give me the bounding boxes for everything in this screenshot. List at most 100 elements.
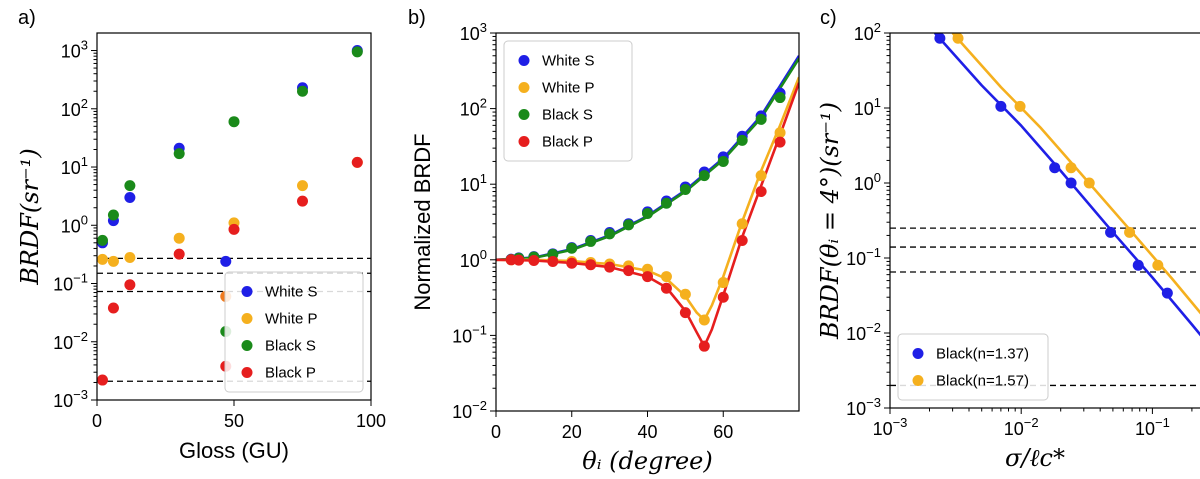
legend-marker (241, 367, 253, 378)
x-axis-label: θᵢ (degree) (582, 447, 712, 475)
data-point (995, 100, 1007, 112)
data-point (604, 228, 616, 240)
legend: White S White P Black S Black P (503, 40, 633, 162)
x-tick-label: 0 (92, 411, 102, 431)
plot-area (97, 45, 371, 386)
data-point (297, 195, 308, 207)
legend-box (897, 333, 1049, 401)
y-tick-label: 101 (854, 95, 881, 119)
data-point (660, 282, 672, 294)
legend-marker (241, 313, 253, 324)
data-point (351, 156, 363, 168)
legend-label: Black S (542, 107, 593, 124)
data-point (934, 33, 946, 44)
data-point (124, 251, 136, 263)
x-tick-label: 10−1 (1135, 415, 1170, 439)
y-tick-label: 100 (61, 212, 88, 236)
x-tick-label: 10−3 (873, 415, 908, 439)
x-tick-label: 60 (713, 422, 733, 442)
y-tick-label: 10−3 (53, 387, 88, 411)
data-point (698, 170, 710, 182)
y-tick-label: 102 (61, 96, 88, 120)
chart-panel-c: c) 10−3 10−2 10−1 10−3 10−2 10−1 100 101 102 σ/ℓc*… (816, 7, 1200, 472)
data-point (297, 85, 308, 97)
data-point (717, 291, 729, 303)
data-point (585, 235, 597, 247)
data-point (297, 180, 308, 192)
y-tick-label: 10−1 (452, 322, 487, 346)
data-point (1161, 287, 1173, 299)
data-point (736, 235, 748, 247)
legend-label: White P (265, 311, 318, 328)
legend-box (503, 40, 633, 162)
data-point (585, 259, 597, 271)
y-axis-label: Normalized BRDF (410, 133, 435, 310)
panel-label: a) (18, 7, 36, 29)
data-point (97, 253, 108, 265)
x-tick-label: 0 (491, 422, 501, 442)
legend-marker (241, 340, 253, 351)
y-axis-label: BRDF(θᵢ = 4°)(sr⁻¹) (816, 102, 844, 340)
data-point (528, 254, 540, 266)
x-tick-label: 100 (356, 411, 386, 431)
data-point (566, 257, 578, 269)
data-point (1065, 177, 1077, 189)
y-tick-label: 103 (61, 38, 88, 62)
legend-label: Black P (265, 365, 316, 382)
x-tick-label: 40 (637, 422, 657, 442)
data-point (623, 219, 635, 231)
data-point (717, 277, 729, 289)
data-point (755, 170, 767, 182)
data-point (1014, 100, 1026, 112)
y-tick-label: 100 (460, 247, 487, 271)
legend-label: Black P (542, 134, 593, 151)
data-point (173, 148, 185, 160)
legend-marker (518, 82, 530, 93)
data-point (1124, 226, 1136, 238)
data-point (698, 314, 710, 326)
data-point (623, 265, 635, 277)
fit-curve (496, 82, 799, 348)
data-point (952, 33, 964, 44)
data-point (774, 136, 786, 148)
chart-panel-a: a) 0 50 100 10−3 10−2 10−1 100 101 102 103 Gloss (G… (16, 7, 386, 463)
legend-box (224, 271, 364, 393)
data-point (679, 307, 691, 319)
y-tick-label: 10−3 (846, 395, 881, 419)
data-point (755, 113, 767, 125)
x-tick-label: 10−2 (1004, 415, 1039, 439)
y-tick-label: 103 (460, 20, 487, 44)
legend-marker (518, 136, 530, 147)
y-tick-label: 10−1 (53, 271, 88, 295)
data-point (604, 261, 616, 273)
x-axis-label: Gloss (GU) (179, 438, 289, 463)
data-point (642, 207, 653, 219)
data-point (717, 155, 729, 167)
data-point (547, 255, 559, 267)
data-point (642, 271, 653, 283)
panel-label: c) (820, 7, 837, 29)
legend-label: White S (265, 284, 318, 301)
data-point (124, 191, 136, 203)
y-tick-label: 10−1 (846, 245, 881, 269)
data-point (173, 232, 185, 244)
data-point (124, 180, 136, 192)
legend: Black(n=1.37) Black(n=1.57) (897, 333, 1049, 401)
fit-curve (951, 33, 1200, 315)
legend-marker (518, 109, 530, 120)
data-point (107, 209, 119, 221)
plot-area (890, 33, 1200, 387)
data-point (1065, 162, 1077, 174)
data-point (173, 248, 185, 260)
y-axis-label: BRDF(sr⁻¹) (16, 148, 44, 285)
data-point (220, 255, 232, 267)
data-point (124, 279, 136, 291)
data-point (1152, 259, 1164, 271)
y-tick-label: 101 (460, 171, 487, 195)
data-point (566, 242, 578, 254)
data-point (679, 288, 691, 300)
data-point (774, 127, 786, 139)
x-tick-label: 20 (562, 422, 582, 442)
panel-label: b) (408, 7, 426, 29)
